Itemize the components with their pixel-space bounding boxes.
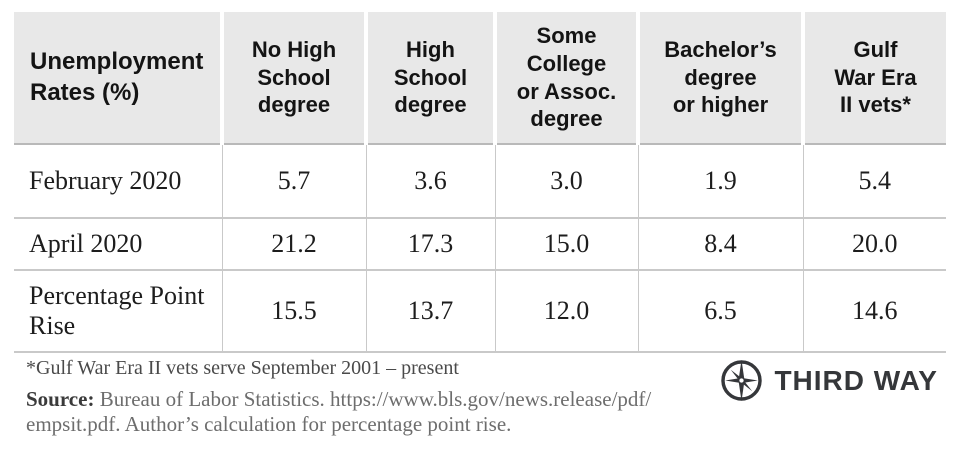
third-way-logo: THIRD WAY [720,359,938,402]
logo-wordmark: THIRD WAY [774,364,938,396]
source-line-1: Source: Bureau of Labor Statistics. http… [26,387,726,412]
row-label: April 2020 [14,218,223,271]
col-header-no-high-school: No High School degree [222,12,368,145]
unemployment-rates-table: Unemployment Rates (%) No High School de… [14,12,946,353]
header-row: Unemployment Rates (%) No High School de… [14,12,946,145]
col-header-bachelors: Bachelor’s degree or higher [638,12,805,145]
cell-value: 21.2 [222,218,367,271]
source-text-1: Bureau of Labor Statistics. https://www.… [99,387,652,411]
table-title-cell: Unemployment Rates (%) [14,12,224,145]
cell-value: 5.4 [803,144,946,219]
cell-value: 3.0 [495,144,639,219]
row-label: Percentage Point Rise [14,270,223,353]
row-label: February 2020 [14,144,223,219]
table-row-percentage-point-rise: Percentage Point Rise 15.5 13.7 12.0 6.5… [14,270,946,353]
col-header-gulf-war-vets: Gulf War Era II vets* [803,12,946,145]
compass-star-icon [721,359,763,402]
source-line-2: empsit.pdf. Author’s calculation for per… [26,412,726,437]
cell-value: 13.7 [366,270,496,353]
col-header-high-school: High School degree [366,12,497,145]
cell-value: 3.6 [366,144,496,219]
notes-block: *Gulf War Era II vets serve September 20… [26,356,726,437]
cell-value: 1.9 [638,144,804,219]
table-row-april-2020: April 2020 21.2 17.3 15.0 8.4 20.0 [14,218,946,271]
source-label: Source: [26,387,95,411]
cell-value: 15.5 [222,270,367,353]
cell-value: 6.5 [638,270,804,353]
table-row-february-2020: February 2020 5.7 3.6 3.0 1.9 5.4 [14,144,946,219]
cell-value: 17.3 [366,218,496,271]
cell-value: 20.0 [803,218,946,271]
cell-value: 5.7 [222,144,367,219]
cell-value: 14.6 [803,270,946,353]
col-header-some-college: Some College or Assoc. degree [495,12,640,145]
cell-value: 12.0 [495,270,639,353]
source-note: Source: Bureau of Labor Statistics. http… [26,387,726,437]
cell-value: 8.4 [638,218,804,271]
source-text-2: empsit.pdf. Author’s calculation for per… [26,412,512,436]
footnote: *Gulf War Era II vets serve September 20… [26,357,459,379]
cell-value: 15.0 [495,218,639,271]
